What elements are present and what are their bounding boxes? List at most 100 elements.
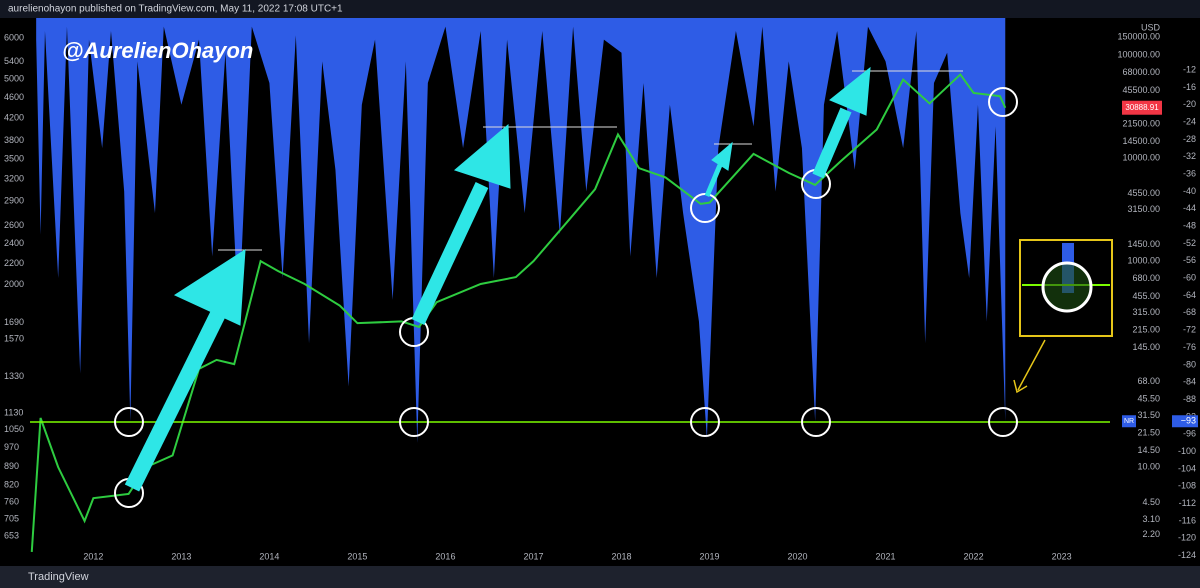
y3-tick-label: 890 bbox=[4, 461, 19, 471]
y3-tick-label: 5000 bbox=[4, 73, 24, 83]
y3-tick-label: 1690 bbox=[4, 317, 24, 327]
circles bbox=[114, 87, 1018, 508]
y3-tick-label: 653 bbox=[4, 531, 19, 541]
y2-tick-label: -28 bbox=[1183, 134, 1196, 144]
annotations bbox=[30, 66, 1113, 508]
y2-tick-label: -20 bbox=[1183, 99, 1196, 109]
footer-brand: TradingView bbox=[28, 571, 89, 583]
y-unit: USD bbox=[1141, 22, 1161, 32]
x-tick-label: 2014 bbox=[259, 551, 279, 561]
price-tag-box bbox=[1122, 100, 1162, 115]
x-tick-label: 2022 bbox=[964, 551, 984, 561]
x-tick-label: 2021 bbox=[876, 551, 896, 561]
y2-tick-label: -60 bbox=[1183, 273, 1196, 283]
y3-tick-label: 3200 bbox=[4, 174, 24, 184]
y2-tick-label: -80 bbox=[1183, 359, 1196, 369]
y2-tick-label: -48 bbox=[1183, 221, 1196, 231]
y3-tick-label: 2400 bbox=[4, 238, 24, 248]
y-tick-label: 68.00 bbox=[1137, 376, 1160, 386]
y-tick-label: 145.00 bbox=[1132, 342, 1160, 352]
inset-circle bbox=[1041, 261, 1093, 313]
y-tick-label: 68000.00 bbox=[1122, 67, 1160, 77]
y2-tick-label: -96 bbox=[1183, 429, 1196, 439]
publisher: aurelienohayon published on TradingView.… bbox=[8, 4, 343, 15]
y2-tick-label: -44 bbox=[1183, 203, 1196, 213]
y-tick-label: 45500.00 bbox=[1122, 85, 1160, 95]
indicator-area bbox=[36, 18, 1006, 443]
x-tick-label: 2013 bbox=[171, 551, 191, 561]
x-tick-label: 2016 bbox=[435, 551, 455, 561]
y3-tick-label: 705 bbox=[4, 514, 19, 524]
y-tick-label: 3.10 bbox=[1142, 514, 1160, 524]
y-tick-label: 215.00 bbox=[1132, 324, 1160, 334]
plot bbox=[30, 18, 1007, 553]
y3-tick-label: 6000 bbox=[4, 32, 24, 42]
y-tick-label: 680.00 bbox=[1132, 273, 1160, 283]
y-tick-label: 10.00 bbox=[1137, 462, 1160, 472]
x-tick-label: 2017 bbox=[523, 551, 543, 561]
y2-tick-label: -124 bbox=[1178, 550, 1196, 560]
indicator-value: −93 bbox=[1181, 416, 1196, 426]
y2-tick-label: -108 bbox=[1178, 481, 1196, 491]
y2-tick-label: -16 bbox=[1183, 82, 1196, 92]
y3-tick-label: 1130 bbox=[4, 407, 23, 417]
indicator-name: NR bbox=[1124, 418, 1134, 425]
x-tick-label: 2012 bbox=[83, 551, 103, 561]
y-tick-label: 14.50 bbox=[1137, 445, 1160, 455]
y2-tick-label: -64 bbox=[1183, 290, 1196, 300]
price-tag: 30888.91 bbox=[1125, 103, 1159, 112]
y2-tick-label: -120 bbox=[1178, 533, 1196, 543]
indicator-value-box bbox=[1172, 415, 1198, 428]
y3-tick-label: 1570 bbox=[4, 334, 24, 344]
arrows bbox=[124, 66, 871, 492]
y3-tick-label: 5400 bbox=[4, 56, 24, 66]
y-tick-label: 3150.00 bbox=[1127, 204, 1160, 214]
y3-tick-label: 3500 bbox=[4, 153, 24, 163]
y3-tick-label: 820 bbox=[4, 480, 19, 490]
watermark: @AurelienOhayon bbox=[62, 38, 253, 63]
y-tick-label: 21.50 bbox=[1137, 427, 1160, 437]
y2-tick-label: -24 bbox=[1183, 116, 1196, 126]
y2-tick-label: -100 bbox=[1178, 446, 1196, 456]
y3-tick-label: 2600 bbox=[4, 220, 24, 230]
y2-tick-label: -56 bbox=[1183, 255, 1196, 265]
header-bar bbox=[0, 0, 1200, 18]
y-tick-label: 100000.00 bbox=[1117, 50, 1160, 60]
y-tick-label: 1450.00 bbox=[1127, 239, 1160, 249]
y2-tick-label: -76 bbox=[1183, 342, 1196, 352]
footer-bar bbox=[0, 566, 1200, 588]
x-tick-label: 2023 bbox=[1052, 551, 1072, 561]
y2-tick-label: -36 bbox=[1183, 168, 1196, 178]
y-tick-label: 4.50 bbox=[1142, 497, 1160, 507]
y-tick-label: 45.50 bbox=[1137, 394, 1160, 404]
pointer-head bbox=[1013, 379, 1028, 394]
y3-tick-label: 760 bbox=[4, 497, 19, 507]
y3-tick-label: 2000 bbox=[4, 279, 24, 289]
y3-tick-label: 4200 bbox=[4, 112, 24, 122]
y-tick-label: 10000.00 bbox=[1122, 153, 1160, 163]
y2-tick-label: -72 bbox=[1183, 325, 1196, 335]
y3-tick-label: 1330 bbox=[4, 371, 24, 381]
y-tick-label: 150000.00 bbox=[1117, 31, 1160, 41]
y3-tick-label: 1050 bbox=[4, 424, 24, 434]
y-tick-label: 2.20 bbox=[1142, 529, 1160, 539]
y2-tick-label: -88 bbox=[1183, 394, 1196, 404]
y-tick-label: 14500.00 bbox=[1122, 136, 1160, 146]
y2-tick-label: -12 bbox=[1183, 64, 1196, 74]
price-line bbox=[30, 72, 1007, 553]
y2-tick-label: -68 bbox=[1183, 307, 1196, 317]
y3-tick-label: 3800 bbox=[4, 135, 24, 145]
y-tick-label: 315.00 bbox=[1132, 307, 1160, 317]
y-tick-label: 455.00 bbox=[1132, 291, 1160, 301]
x-tick-label: 2020 bbox=[788, 551, 808, 561]
y3-tick-label: 2200 bbox=[4, 258, 24, 268]
y2-tick-label: -112 bbox=[1179, 498, 1196, 508]
indicator-name-box bbox=[1122, 415, 1136, 428]
y3-tick-label: 970 bbox=[4, 442, 19, 452]
x-tick-label: 2019 bbox=[699, 551, 719, 561]
y-tick-label: 21500.00 bbox=[1122, 118, 1160, 128]
y-tick-label: 31.50 bbox=[1137, 410, 1160, 420]
y2-tick-label: -84 bbox=[1183, 377, 1196, 387]
x-tick-label: 2015 bbox=[347, 551, 367, 561]
